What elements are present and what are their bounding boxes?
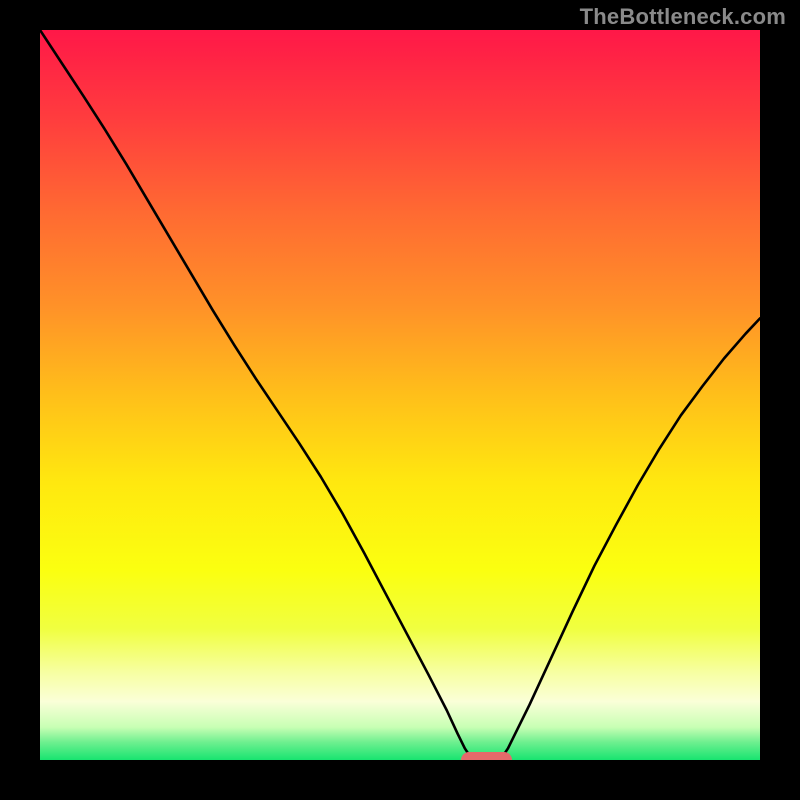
gradient-curve-chart — [40, 30, 760, 760]
chart-frame: TheBottleneck.com — [0, 0, 800, 800]
plot-area — [40, 30, 760, 760]
watermark-text: TheBottleneck.com — [580, 4, 786, 30]
gradient-background — [40, 30, 760, 760]
optimal-marker — [461, 752, 511, 760]
